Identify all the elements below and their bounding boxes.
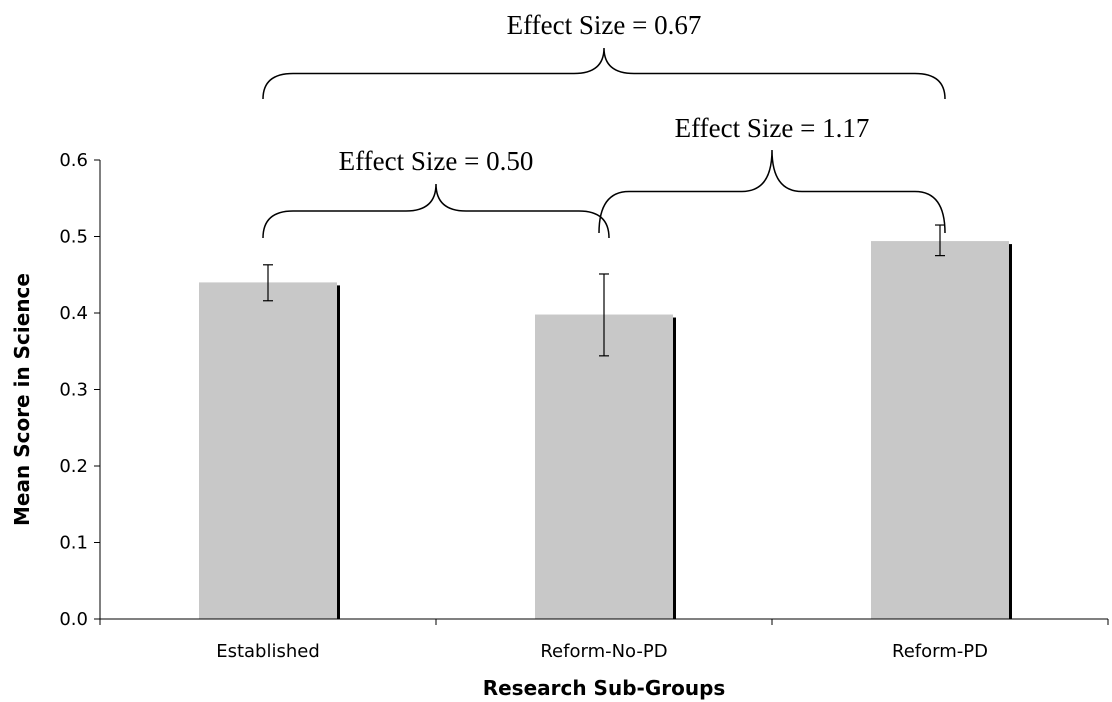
annotations-group: Effect Size = 0.67 Effect Size = 0.50 Effe… — [262, 10, 946, 239]
y-axis-title: Mean Score in Science — [10, 273, 34, 526]
effect-size-label: Effect Size = 0.50 — [339, 146, 534, 176]
bar — [535, 314, 673, 619]
y-tick-label: 0.2 — [59, 456, 88, 477]
effect-size-label: Effect Size = 0.67 — [507, 10, 702, 40]
x-tick-label: Established — [216, 641, 320, 662]
brace — [262, 183, 610, 239]
bar-shadow — [1009, 244, 1012, 619]
x-axis-title: Research Sub-Groups — [483, 676, 726, 700]
brace — [262, 47, 946, 100]
bar-shadow — [337, 285, 340, 619]
y-tick-label: 0.0 — [59, 609, 88, 630]
x-ticks-group: Established Reform-No-PD Reform-PD — [99, 619, 1109, 662]
error-bars-group — [263, 224, 945, 357]
y-tick-label: 0.5 — [59, 227, 88, 248]
y-tick-label: 0.4 — [59, 303, 88, 324]
y-tick-label: 0.6 — [59, 150, 88, 171]
brace — [598, 149, 946, 234]
bars-group — [199, 241, 1012, 619]
x-tick-label: Reform-PD — [892, 641, 988, 662]
bar — [199, 282, 337, 619]
y-tick-label: 0.1 — [59, 533, 88, 554]
y-tick-label: 0.3 — [59, 380, 88, 401]
bar-shadow — [673, 317, 676, 619]
x-tick-label: Reform-No-PD — [540, 641, 667, 662]
y-ticks-group: 0.0 0.1 0.2 0.3 0.4 0.5 0.6 — [59, 150, 100, 630]
effect-size-label: Effect Size = 1.17 — [675, 113, 870, 143]
bar — [871, 241, 1009, 619]
